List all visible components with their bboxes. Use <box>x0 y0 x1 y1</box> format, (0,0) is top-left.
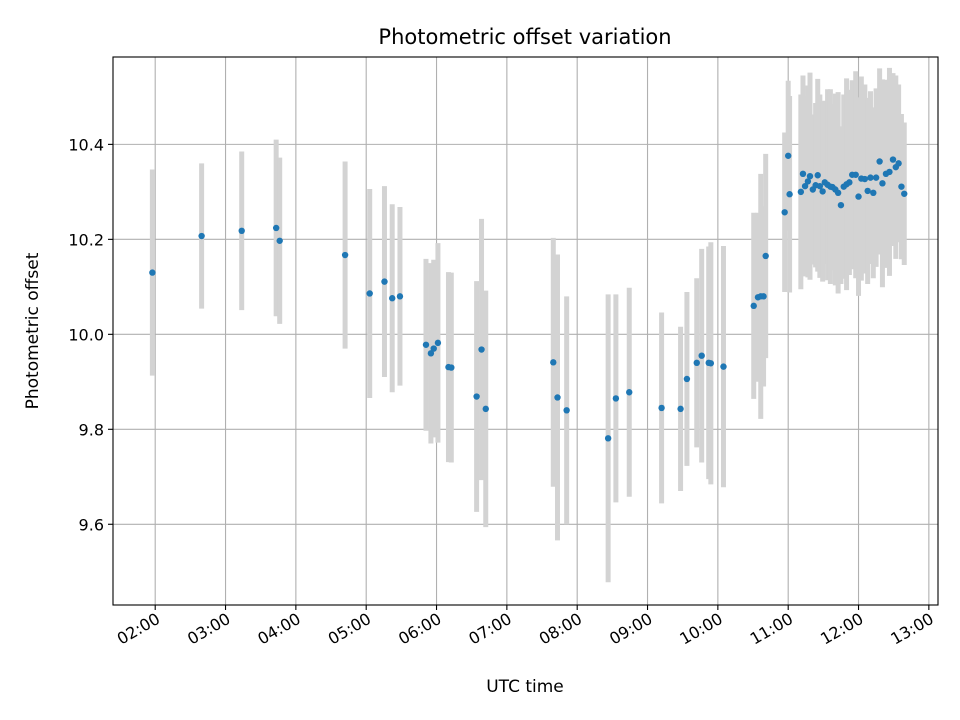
data-point <box>889 156 897 163</box>
data-point <box>834 189 842 197</box>
data-point <box>434 339 442 347</box>
data-point <box>876 158 883 165</box>
data-point <box>698 352 705 359</box>
data-point <box>855 193 862 200</box>
data-point <box>448 364 455 371</box>
data-point <box>604 435 612 442</box>
plot-frame <box>112 56 939 606</box>
data-point <box>272 224 280 232</box>
data-point <box>861 175 869 183</box>
data-point <box>389 295 396 302</box>
data-point <box>867 174 874 181</box>
y-tick-label: 10.4 <box>68 135 104 154</box>
data-point <box>879 180 886 187</box>
data-point <box>563 407 570 414</box>
data-point <box>784 152 792 159</box>
data-point <box>895 160 902 167</box>
data-point <box>801 182 809 190</box>
data-point <box>478 346 485 353</box>
data-point <box>870 189 877 197</box>
data-point <box>799 170 807 178</box>
data-point <box>366 290 373 297</box>
data-point <box>864 187 871 195</box>
data-point <box>238 227 245 235</box>
data-point <box>427 350 435 357</box>
data-point <box>396 293 404 300</box>
data-point <box>898 183 905 190</box>
data-point <box>149 269 156 276</box>
data-point <box>797 188 805 196</box>
y-axis-label: Photometric offset <box>23 252 43 409</box>
y-tick-label: 10.2 <box>68 230 104 249</box>
data-point <box>872 174 880 181</box>
grid-lines <box>113 57 938 605</box>
data-point <box>422 341 430 348</box>
x-axis-label: UTC time <box>486 677 564 697</box>
data-point <box>846 179 853 186</box>
y-axis-ticks: 9.6 9.8 10.0 10.2 10.4 <box>68 135 113 534</box>
data-point <box>626 389 633 396</box>
data-point <box>683 375 691 383</box>
data-point <box>852 171 859 178</box>
data-point <box>482 405 489 413</box>
data-point <box>760 293 767 300</box>
data-point <box>886 168 893 176</box>
data-point <box>612 395 620 402</box>
data-point <box>804 178 812 185</box>
data-point <box>276 237 283 244</box>
data-point <box>658 404 665 412</box>
data-point <box>816 182 824 190</box>
data-point <box>720 363 727 370</box>
data-point <box>806 172 814 180</box>
data-point <box>819 188 826 195</box>
data-point <box>693 359 700 367</box>
y-tick-label: 10.0 <box>68 325 104 344</box>
data-points <box>149 152 908 442</box>
data-point <box>762 252 769 260</box>
data-point <box>786 191 793 198</box>
data-point <box>901 190 908 197</box>
data-point <box>750 302 757 310</box>
data-point <box>473 393 480 400</box>
data-point <box>381 278 388 285</box>
data-point <box>707 360 715 367</box>
data-point <box>554 394 561 401</box>
data-point <box>814 172 821 179</box>
data-point <box>198 232 205 240</box>
chart-title: Photometric offset variation <box>378 25 671 49</box>
data-point <box>430 345 437 352</box>
data-point <box>837 201 845 209</box>
data-point <box>341 251 349 259</box>
y-tick-label: 9.6 <box>79 515 104 534</box>
data-point <box>550 359 557 366</box>
y-tick-label: 9.8 <box>79 420 104 439</box>
data-point <box>677 405 684 413</box>
data-point <box>781 209 788 216</box>
